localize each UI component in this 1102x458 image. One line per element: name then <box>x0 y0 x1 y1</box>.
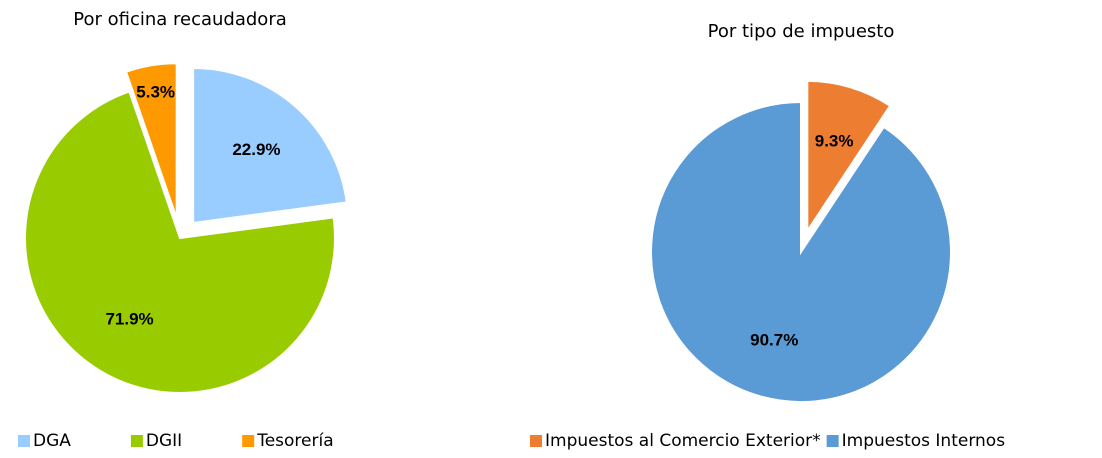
legend-swatch <box>530 435 542 447</box>
pie-slice <box>24 90 336 394</box>
legend-label: DGA <box>33 431 71 451</box>
pie-slice <box>192 66 348 225</box>
data-label: 9.3% <box>815 131 854 150</box>
legend-label: Impuestos Internos <box>842 431 1006 451</box>
legend-swatch <box>130 435 143 447</box>
legend-label: DGII <box>146 431 182 451</box>
pie-slice <box>124 62 178 219</box>
pie-slice <box>806 79 892 235</box>
legend-swatch <box>242 435 255 447</box>
data-label: 71.9% <box>105 309 153 328</box>
pie-slice <box>650 100 952 403</box>
legend-swatch <box>826 435 839 447</box>
legend-label: Impuestos al Comercio Exterior* <box>545 431 821 451</box>
legend-label: Tesorería <box>256 431 333 451</box>
chart-title: Por tipo de impuesto <box>708 21 895 42</box>
data-label: 90.7% <box>750 331 798 350</box>
data-label: 5.3% <box>136 82 175 101</box>
legend-swatch <box>18 435 30 447</box>
chart-title: Por oficina recaudadora <box>73 9 287 30</box>
data-label: 22.9% <box>232 140 280 159</box>
